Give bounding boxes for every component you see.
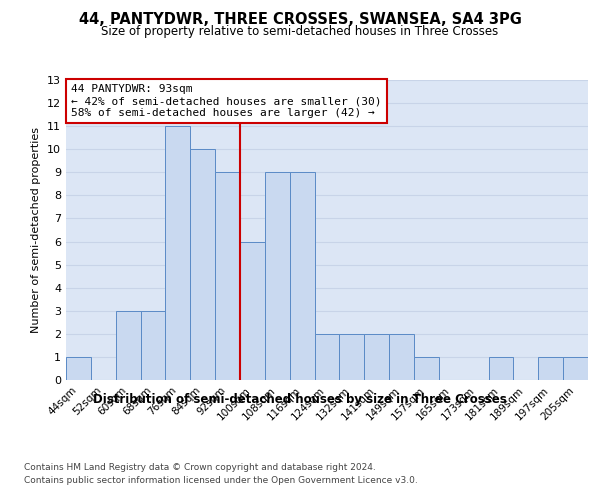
Bar	[538, 357, 563, 380]
Bar	[240, 242, 265, 380]
Bar	[215, 172, 240, 380]
Text: Contains public sector information licensed under the Open Government Licence v3: Contains public sector information licen…	[24, 476, 418, 485]
Y-axis label: Number of semi-detached properties: Number of semi-detached properties	[31, 127, 41, 333]
Bar	[488, 357, 514, 380]
Text: 44, PANTYDWR, THREE CROSSES, SWANSEA, SA4 3PG: 44, PANTYDWR, THREE CROSSES, SWANSEA, SA…	[79, 12, 521, 28]
Bar	[563, 357, 588, 380]
Bar	[389, 334, 414, 380]
Bar	[340, 334, 364, 380]
Text: Distribution of semi-detached houses by size in Three Crosses: Distribution of semi-detached houses by …	[93, 392, 507, 406]
Text: 44 PANTYDWR: 93sqm
← 42% of semi-detached houses are smaller (30)
58% of semi-de: 44 PANTYDWR: 93sqm ← 42% of semi-detache…	[71, 84, 382, 117]
Bar	[166, 126, 190, 380]
Text: Size of property relative to semi-detached houses in Three Crosses: Size of property relative to semi-detach…	[101, 25, 499, 38]
Text: Contains HM Land Registry data © Crown copyright and database right 2024.: Contains HM Land Registry data © Crown c…	[24, 462, 376, 471]
Bar	[190, 149, 215, 380]
Bar	[116, 311, 140, 380]
Bar	[314, 334, 340, 380]
Bar	[414, 357, 439, 380]
Bar	[290, 172, 314, 380]
Bar	[66, 357, 91, 380]
Bar	[140, 311, 166, 380]
Bar	[364, 334, 389, 380]
Bar	[265, 172, 290, 380]
